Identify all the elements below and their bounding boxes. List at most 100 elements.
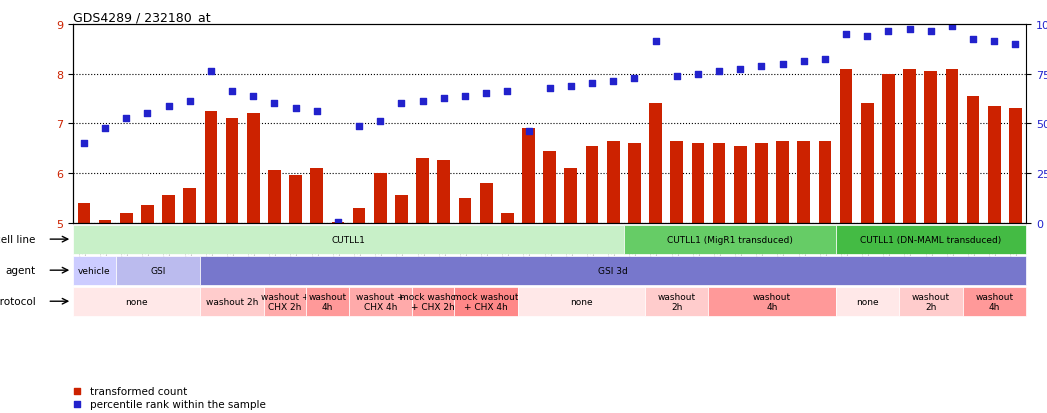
Text: washout
2h: washout 2h [658,292,696,311]
Bar [438,161,450,223]
FancyBboxPatch shape [454,287,518,316]
Text: washout +
CHX 4h: washout + CHX 4h [356,292,404,311]
Bar [861,104,873,223]
Bar [798,141,810,223]
Text: vehicle: vehicle [79,266,111,275]
Point [605,78,622,85]
FancyBboxPatch shape [306,287,349,316]
Point [312,348,329,355]
Point [964,36,981,43]
Point [711,69,728,75]
Bar [226,119,239,223]
FancyBboxPatch shape [73,287,200,316]
Bar [564,169,577,223]
Text: washout
4h: washout 4h [975,292,1013,311]
Point [160,103,177,110]
Text: CUTLL1 (MigR1 transduced): CUTLL1 (MigR1 transduced) [667,235,793,244]
Bar [183,188,196,223]
FancyBboxPatch shape [264,287,306,316]
FancyBboxPatch shape [836,225,1026,254]
Point [943,24,960,31]
Bar [734,146,747,223]
Bar [776,141,789,223]
Point [796,59,812,65]
Text: CUTLL1: CUTLL1 [332,235,365,244]
Point [266,101,283,107]
Text: mock washout
+ CHX 2h: mock washout + CHX 2h [400,292,466,311]
Bar [119,213,133,223]
Point [626,76,643,83]
FancyBboxPatch shape [518,287,645,316]
Bar [988,107,1001,223]
Bar [77,203,90,223]
Bar [247,114,260,223]
Bar [649,104,662,223]
Text: washout
4h: washout 4h [308,292,347,311]
Point [520,128,537,135]
Bar [522,129,535,223]
Bar [480,183,492,223]
Point [562,83,579,90]
Point [477,91,494,97]
Point [986,39,1003,45]
Bar [607,141,620,223]
Point [690,71,707,78]
Text: washout
2h: washout 2h [912,292,950,311]
Text: GDS4289 / 232180_at: GDS4289 / 232180_at [73,11,210,24]
Point [139,111,156,117]
Bar [1009,109,1022,223]
Point [1007,41,1024,48]
FancyBboxPatch shape [73,256,115,285]
Bar [945,69,958,223]
FancyBboxPatch shape [73,225,624,254]
Bar [713,144,726,223]
Text: none: none [126,297,148,306]
Bar [840,69,852,223]
Point [181,98,198,105]
Point [96,126,113,132]
FancyBboxPatch shape [836,287,899,316]
Text: washout +
CHX 2h: washout + CHX 2h [261,292,309,311]
Point [372,118,388,125]
Point [541,86,558,93]
Text: protocol: protocol [0,297,36,306]
Text: GSI: GSI [151,266,165,275]
FancyBboxPatch shape [962,287,1026,316]
Text: washout 2h: washout 2h [206,297,259,306]
Bar [500,213,514,223]
FancyBboxPatch shape [709,287,836,316]
Point [732,66,749,73]
FancyBboxPatch shape [413,287,454,316]
Bar [925,72,937,223]
Text: transformed count: transformed count [90,387,187,396]
Text: cell line: cell line [0,235,36,244]
Bar [459,198,471,223]
Point [351,123,367,130]
Text: mock washout
+ CHX 4h: mock washout + CHX 4h [453,292,519,311]
Bar [310,169,324,223]
Bar [966,97,980,223]
Bar [332,222,344,223]
Bar [904,69,916,223]
Bar [353,208,365,223]
Bar [670,141,683,223]
Point [668,74,685,80]
Point [245,93,262,100]
Text: none: none [856,297,878,306]
Point [922,29,939,36]
Point [224,88,241,95]
Bar [395,196,408,223]
Point [817,56,833,63]
Bar [268,171,281,223]
FancyBboxPatch shape [624,225,836,254]
Bar [162,196,175,223]
Point [393,101,409,107]
Point [287,106,304,112]
Point [456,93,473,100]
Point [647,39,664,45]
Bar [543,151,556,223]
Bar [691,144,705,223]
FancyBboxPatch shape [115,256,200,285]
Text: agent: agent [5,266,36,275]
FancyBboxPatch shape [200,256,1026,285]
